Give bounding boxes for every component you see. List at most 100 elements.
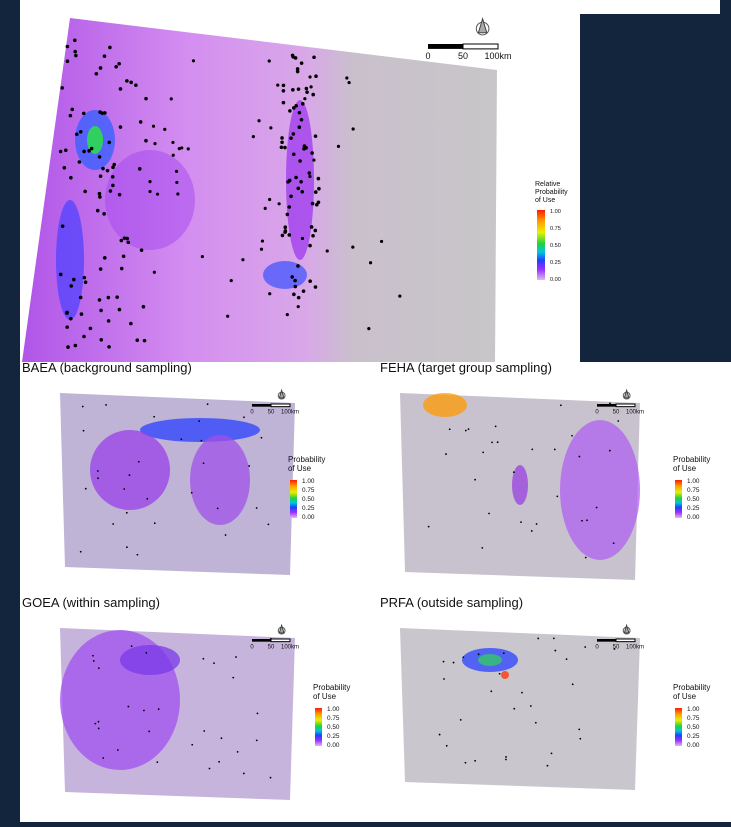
- occurrence-dot: [62, 166, 66, 170]
- occurrence-dot: [314, 190, 318, 194]
- occurrence-dot: [98, 155, 102, 159]
- legend-tick: 0.25: [327, 733, 340, 740]
- occurrence-dot: [465, 762, 467, 764]
- legend-tick: 0.75: [550, 226, 561, 232]
- occurrence-dot: [66, 345, 70, 349]
- occurrence-dot: [112, 163, 116, 167]
- occurrence-dot: [310, 225, 314, 229]
- map-area: [400, 628, 640, 790]
- occurrence-dot: [287, 205, 291, 209]
- occurrence-dot: [192, 59, 195, 62]
- occurrence-dot: [579, 738, 581, 740]
- occurrence-dot: [280, 145, 284, 149]
- occurrence-dot: [481, 547, 483, 549]
- occurrence-dot: [217, 508, 219, 510]
- occurrence-dot: [428, 526, 430, 528]
- occurrence-dot: [82, 150, 86, 154]
- legend-title: of Use: [673, 692, 697, 701]
- occurrence-dot: [201, 440, 203, 442]
- occurrence-dot: [129, 322, 133, 326]
- occurrence-dot: [284, 229, 288, 233]
- occurrence-dot: [308, 75, 311, 78]
- legend-tick: 0.25: [302, 505, 315, 512]
- occurrence-dot: [148, 190, 151, 193]
- occurrence-dot: [119, 239, 123, 243]
- dark-strip: [0, 0, 20, 822]
- occurrence-dot: [596, 507, 598, 509]
- occurrence-dot: [176, 192, 179, 195]
- occurrence-dot: [98, 721, 100, 723]
- legend-tick: 1.00: [687, 478, 700, 485]
- occurrence-dot: [308, 244, 312, 248]
- occurrence-dot: [98, 195, 102, 199]
- occurrence-dot: [80, 312, 84, 316]
- occurrence-dot: [202, 658, 204, 660]
- occurrence-dot: [75, 132, 79, 136]
- occurrence-dot: [139, 120, 143, 124]
- occurrence-dot: [126, 512, 128, 514]
- occurrence-dot: [556, 496, 558, 498]
- occurrence-dot: [101, 111, 105, 115]
- scale-bar: [271, 404, 290, 407]
- occurrence-dot: [69, 176, 73, 180]
- legend-tick: 1.00: [302, 478, 315, 485]
- panel-title: FEHA (target group sampling): [380, 360, 552, 375]
- scale-bar: [616, 639, 635, 642]
- occurrence-dot: [290, 275, 294, 279]
- occurrence-dot: [126, 546, 128, 548]
- occurrence-dot: [314, 285, 318, 289]
- occurrence-dot: [72, 278, 76, 282]
- occurrence-dot: [490, 690, 492, 692]
- occurrence-dot: [289, 136, 293, 140]
- occurrence-dot: [531, 530, 533, 532]
- occurrence-dot: [187, 147, 190, 150]
- occurrence-dot: [79, 130, 83, 134]
- occurrence-dot: [299, 180, 303, 184]
- occurrence-dot: [111, 175, 115, 179]
- occurrence-dot: [288, 233, 292, 237]
- occurrence-dot: [107, 345, 111, 349]
- occurrence-dot: [148, 180, 151, 183]
- legend-title: Probability: [535, 189, 568, 196]
- occurrence-dot: [292, 132, 296, 136]
- legend-tick: 0.50: [687, 496, 700, 503]
- occurrence-dot: [505, 756, 507, 758]
- occurrence-dot: [297, 305, 300, 308]
- occurrence-dot: [99, 309, 103, 313]
- occurrence-dot: [230, 279, 233, 282]
- occurrence-dot: [82, 335, 86, 339]
- occurrence-dot: [201, 255, 204, 258]
- occurrence-dot: [296, 70, 300, 74]
- legend-tick: 0.25: [687, 733, 700, 740]
- occurrence-dot: [107, 141, 111, 145]
- occurrence-dot: [572, 683, 574, 685]
- occurrence-dot: [314, 74, 318, 78]
- occurrence-dot: [70, 108, 74, 112]
- occurrence-dot: [96, 209, 100, 213]
- occurrence-dot: [92, 655, 94, 657]
- occurrence-dot: [127, 241, 131, 245]
- legend-title: Probability: [673, 683, 710, 692]
- scale-label: 100km: [626, 645, 644, 651]
- occurrence-dot: [97, 470, 99, 472]
- occurrence-dot: [551, 752, 553, 754]
- occurrence-dot: [460, 719, 462, 721]
- figure: 050100kmRelativeProbabilityof Use1.000.7…: [0, 0, 731, 822]
- occurrence-dot: [398, 294, 401, 297]
- occurrence-dot: [74, 54, 78, 58]
- occurrence-dot: [108, 46, 112, 50]
- legend-colorbar: [537, 210, 545, 280]
- occurrence-dot: [276, 84, 279, 87]
- hotspot: [501, 671, 509, 679]
- occurrence-dot: [482, 452, 484, 454]
- occurrence-dot: [303, 144, 307, 148]
- occurrence-dot: [530, 705, 532, 707]
- occurrence-dot: [82, 406, 84, 408]
- occurrence-dot: [98, 192, 102, 196]
- occurrence-dot: [308, 279, 312, 283]
- occurrence-dot: [243, 416, 245, 418]
- hotspot: [560, 420, 640, 560]
- occurrence-dot: [203, 730, 205, 732]
- occurrence-dot: [579, 456, 581, 458]
- occurrence-dot: [129, 81, 133, 85]
